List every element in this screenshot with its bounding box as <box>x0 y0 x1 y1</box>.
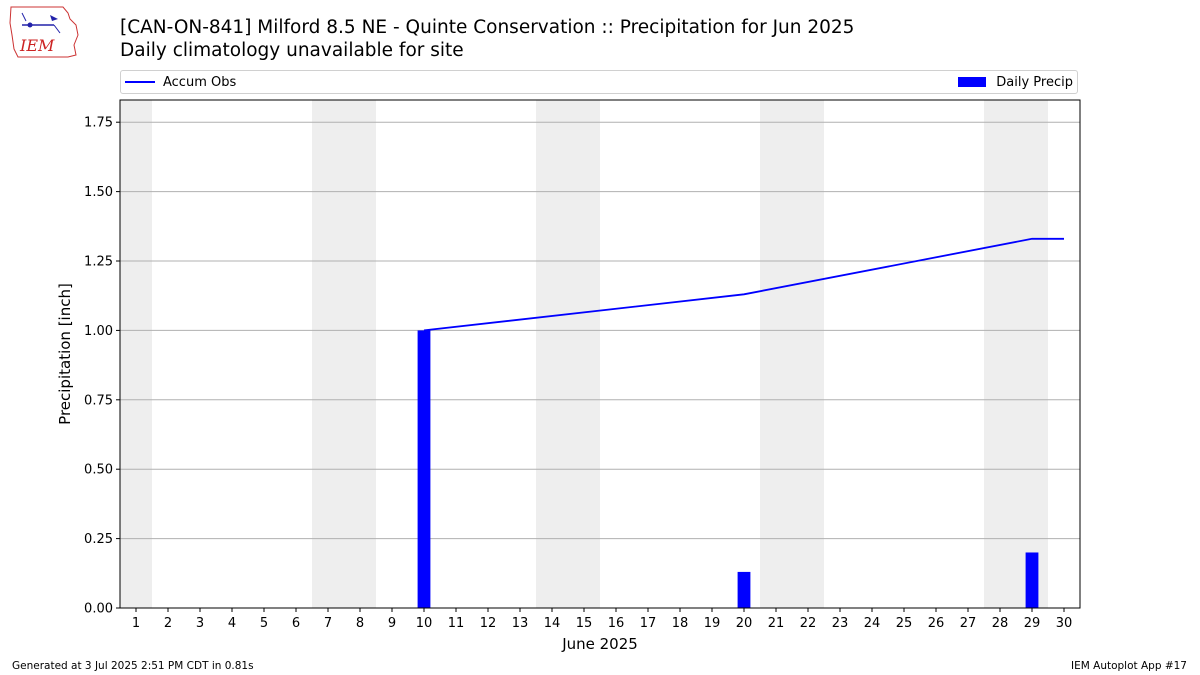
iem-logo: IEM <box>9 6 79 58</box>
plot-frame <box>119 99 1081 609</box>
y-tick-label: 1.50 <box>84 185 113 200</box>
legend-bar-label: Daily Precip <box>996 74 1073 90</box>
y-tick-label: 1.75 <box>84 116 113 131</box>
chart-title: [CAN-ON-841] Milford 8.5 NE - Quinte Con… <box>120 17 855 38</box>
x-tick-label: 9 <box>388 616 396 631</box>
weekend-shade <box>344 100 376 608</box>
bar-daily-precip <box>737 571 751 608</box>
y-tick-label: 0.50 <box>84 463 113 478</box>
y-tick-label: 0.25 <box>84 532 113 547</box>
x-tick-label: 30 <box>1056 616 1073 631</box>
y-tick-label: 1.00 <box>84 324 113 339</box>
x-tick-label: 15 <box>576 616 593 631</box>
x-tick-label: 23 <box>832 616 849 631</box>
x-tick-label: 6 <box>292 616 300 631</box>
x-axis-label: June 2025 <box>561 635 638 653</box>
x-tick-label: 20 <box>736 616 753 631</box>
y-tick-label: 0.75 <box>84 393 113 408</box>
weekend-shade <box>1016 100 1048 608</box>
x-tick-label: 2 <box>164 616 172 631</box>
x-tick-label: 12 <box>480 616 497 631</box>
legend-item-accum-obs: Accum Obs <box>125 71 236 93</box>
x-tick-label: 29 <box>1024 616 1041 631</box>
legend-line-label: Accum Obs <box>163 74 237 90</box>
legend-bar-swatch <box>958 77 987 87</box>
x-tick-label: 25 <box>896 616 913 631</box>
y-tick-label: 0.00 <box>84 602 113 617</box>
footer-generated: Generated at 3 Jul 2025 2:51 PM CDT in 0… <box>12 660 254 672</box>
x-tick-label: 8 <box>356 616 364 631</box>
x-tick-label: 1 <box>132 616 140 631</box>
weekend-shade <box>568 100 600 608</box>
iem-logo-text: IEM <box>19 36 55 55</box>
x-tick-label: 27 <box>960 616 977 631</box>
legend-line-swatch <box>125 81 155 83</box>
x-tick-label: 3 <box>196 616 204 631</box>
x-tick-label: 13 <box>512 616 529 631</box>
x-tick-label: 22 <box>800 616 817 631</box>
weekend-shade <box>984 100 1016 608</box>
bar-daily-precip <box>417 330 431 608</box>
x-tick-label: 10 <box>416 616 433 631</box>
x-tick-label: 14 <box>544 616 561 631</box>
x-tick-label: 24 <box>864 616 881 631</box>
weekend-shade <box>120 100 152 608</box>
bar-daily-precip <box>1025 552 1039 608</box>
weekend-shade <box>760 100 792 608</box>
y-tick-label: 1.25 <box>84 255 113 270</box>
weekend-shade <box>312 100 344 608</box>
x-tick-label: 17 <box>640 616 657 631</box>
x-tick-label: 16 <box>608 616 625 631</box>
x-tick-label: 28 <box>992 616 1009 631</box>
y-axis-label: Precipitation [inch] <box>56 283 74 425</box>
legend-item-daily-precip: Daily Precip <box>958 71 1073 93</box>
line-accum-obs <box>423 237 1064 332</box>
x-tick-label: 7 <box>324 616 332 631</box>
chart-subtitle: Daily climatology unavailable for site <box>120 40 464 61</box>
x-tick-label: 4 <box>228 616 236 631</box>
legend: Accum Obs Daily Precip <box>120 70 1078 94</box>
footer-app: IEM Autoplot App #17 <box>1071 660 1187 672</box>
x-tick-label: 21 <box>768 616 785 631</box>
weekend-shade <box>792 100 824 608</box>
x-tick-label: 18 <box>672 616 689 631</box>
x-tick-label: 19 <box>704 616 721 631</box>
weekend-shade <box>536 100 568 608</box>
x-tick-label: 26 <box>928 616 945 631</box>
x-tick-label: 5 <box>260 616 268 631</box>
x-tick-label: 11 <box>448 616 465 631</box>
